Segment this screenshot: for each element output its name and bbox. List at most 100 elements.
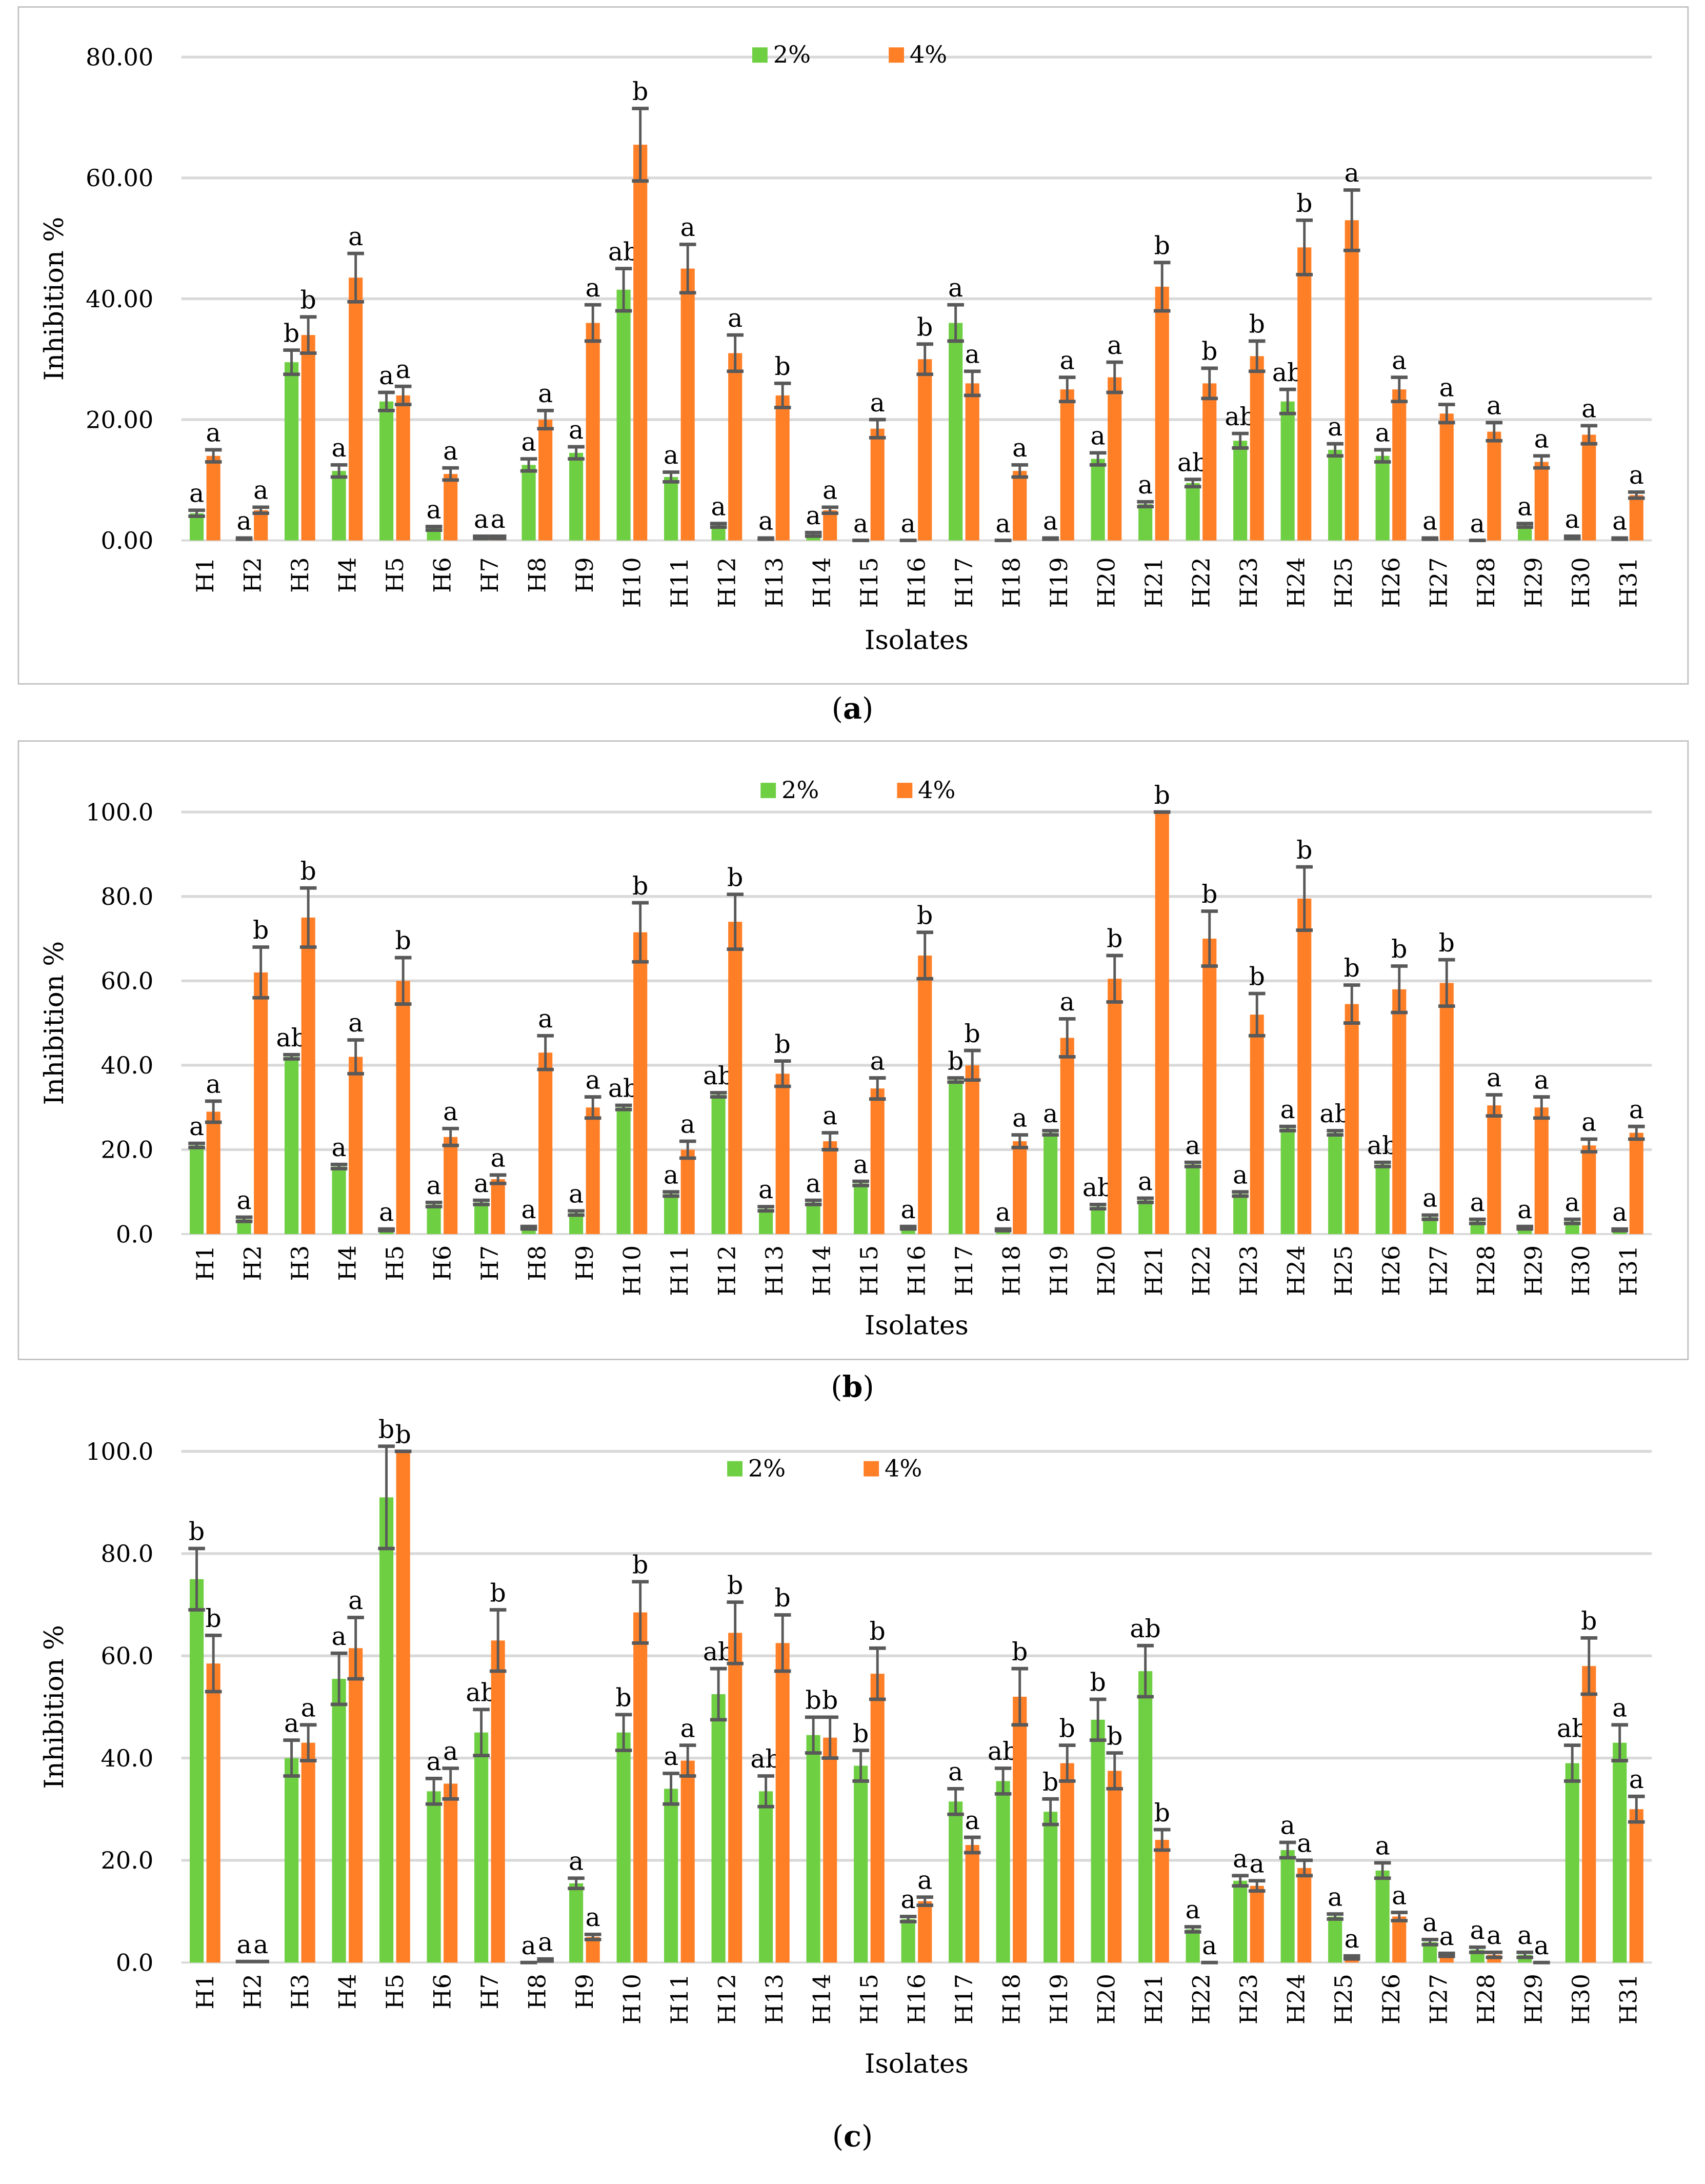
panel-caption: (b) [831,1370,874,1404]
significance-letter: a [538,1928,553,1957]
bar-4%-H2 [254,972,268,1234]
bar-2%-H19 [1044,1812,1058,1963]
bar-2%-H31 [1613,1742,1627,1963]
x-tick-label: H7 [476,557,504,593]
significance-letter: a [1233,1160,1248,1189]
significance-letter: a [427,1171,442,1200]
legend-swatch-4% [889,47,904,63]
x-tick-label: H26 [1377,1974,1405,2024]
bar-2%-H19 [1044,1133,1058,1234]
x-tick-label: H17 [950,1974,978,2024]
bar-4%-H9 [586,323,600,541]
bar-2%-H6 [427,1791,441,1963]
significance-letter: a [1280,1095,1295,1124]
bar-4%-H11 [680,268,695,541]
x-tick-label: H14 [808,557,836,608]
x-tick-label: H1 [191,1245,219,1281]
legend-label: 4% [918,776,955,804]
significance-letter: a [1422,1908,1437,1937]
significance-letter: a [823,476,837,505]
y-tick-label: 100.0 [86,798,153,826]
bar-4%-H8 [538,1053,553,1234]
y-axis-title: Inhibition % [39,1625,70,1789]
x-tick-label: H28 [1472,1245,1500,1296]
x-tick-label: H31 [1614,557,1642,608]
x-tick-label: H11 [666,1974,693,2024]
x-tick-label: H2 [239,557,267,593]
bar-2%-H1 [189,1145,204,1234]
x-tick-label: H21 [1140,1974,1168,2024]
x-tick-label: H21 [1140,557,1168,608]
bar-4%-H3 [301,917,315,1234]
bar-4%-H20 [1108,979,1122,1234]
significance-letter: a [443,1097,458,1126]
bar-4%-H19 [1060,1763,1074,1963]
x-tick-label: H9 [571,557,598,593]
bar-4%-H18 [1013,1696,1027,1963]
y-tick-label: 20.0 [101,1847,154,1874]
significance-letter: b [727,863,743,892]
bar-2%-H7 [474,1202,489,1234]
x-tick-label: H16 [903,1245,931,1296]
significance-letter: b [870,1617,886,1646]
x-tick-label: H29 [1519,557,1547,608]
significance-letter: a [1470,1916,1485,1945]
significance-letter: a [1487,391,1501,421]
significance-letter: a [1487,1063,1501,1093]
bar-2%-H4 [332,1166,346,1234]
bar-2%-H3 [284,362,299,541]
significance-letter: a [758,1175,773,1204]
significance-letter: a [1422,1184,1437,1213]
y-tick-label: 0.00 [101,527,154,554]
significance-letter: b [775,1583,791,1613]
x-tick-label: H27 [1425,1974,1452,2024]
significance-letter: a [1612,1198,1627,1227]
significance-letter: a [443,1737,458,1766]
significance-letter: a [348,222,363,251]
bar-2%-H26 [1375,1164,1390,1234]
bar-4%-H21 [1155,286,1169,541]
bar-4%-H22 [1202,383,1217,541]
y-tick-label: 60.0 [101,1642,154,1670]
significance-letter: b [775,352,791,381]
bar-2%-H22 [1186,483,1200,541]
significance-letter: b [853,1719,869,1748]
bar-2%-H11 [664,1789,678,1963]
significance-letter: b [300,857,316,886]
x-axis-title: Isolates [865,1311,969,1341]
bar-2%-H25 [1328,1916,1342,1963]
x-tick-label: H10 [618,1974,646,2024]
x-tick-label: H3 [286,557,314,593]
x-tick-label: H20 [1093,557,1120,608]
significance-letter: a [538,379,553,408]
significance-letter: a [474,1169,489,1198]
x-tick-label: H13 [760,1974,788,2024]
bar-2%-H16 [901,1919,915,1963]
bar-4%-H23 [1250,1015,1264,1234]
significance-letter: b [300,286,316,315]
x-tick-label: H30 [1567,557,1595,608]
x-tick-label: H1 [191,1974,219,2010]
significance-letter: a [1375,419,1390,448]
bar-2%-H21 [1138,1671,1153,1963]
y-tick-label: 40.0 [101,1744,154,1772]
bar-4%-H6 [444,474,458,541]
panel-c: 0.0 20.0 40.0 60.0 80.0 100.0 Inhibition % Isol… [39,1415,1652,2154]
x-tick-label: H7 [476,1974,504,2010]
significance-letter: a [948,273,963,303]
significance-letter: a [206,1070,221,1099]
bar-4%-H30 [1582,1145,1596,1234]
significance-letter: a [236,1186,251,1215]
bar-2%-H25 [1328,1133,1342,1234]
significance-letter: b [805,1686,821,1715]
significance-letter: a [1186,1895,1200,1924]
significance-letter: a [1107,331,1122,360]
x-tick-label: H6 [429,1245,456,1281]
y-tick-label: 80.0 [101,883,154,910]
significance-letter: a [1345,1924,1359,1954]
bar-4%-H16 [918,359,932,541]
significance-letter: a [1202,1931,1217,1960]
x-tick-label: H30 [1567,1974,1595,2024]
significance-letter: b [632,871,648,901]
x-tick-label: H8 [524,1245,551,1281]
